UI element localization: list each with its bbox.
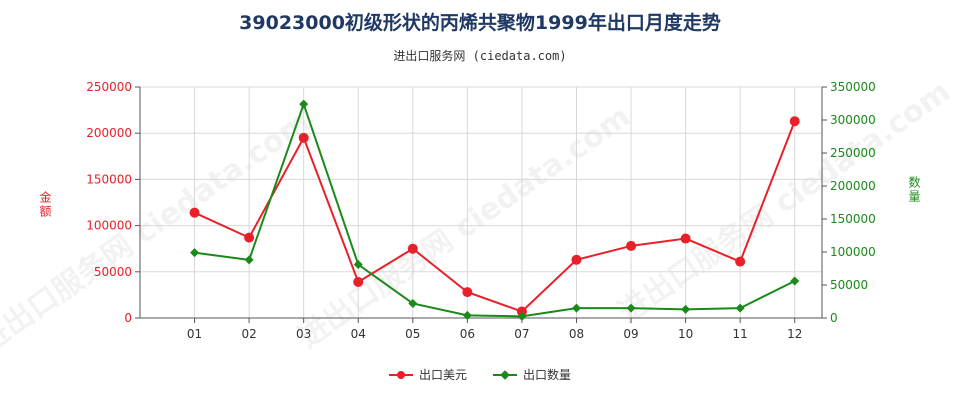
data-point-qty: [517, 311, 527, 321]
left-axis-label: 金额: [38, 190, 52, 219]
x-tick-label: 11: [733, 327, 748, 341]
series-line-usd: [194, 120, 796, 313]
watermark-text: 进出口服务网 ciedata.com: [612, 74, 957, 330]
data-point-qty: [353, 260, 363, 270]
legend-label-usd: 出口美元: [418, 368, 467, 382]
x-tick-label: 08: [569, 327, 584, 341]
left-tick-label: 150000: [86, 172, 132, 186]
left-tick-label: 100000: [86, 219, 132, 233]
right-tick-label: 250000: [830, 146, 876, 160]
data-point-qty: [299, 99, 309, 109]
chart-title: 39023000初级形状的丙烯共聚物1999年出口月度走势: [239, 12, 721, 34]
data-point-usd: [353, 276, 364, 287]
data-point-usd: [680, 233, 691, 244]
data-point-usd: [571, 254, 582, 265]
right-tick-label: 150000: [830, 212, 876, 226]
x-tick-label: 03: [296, 327, 311, 341]
legend-item-qty[interactable]: 出口数量: [493, 366, 571, 383]
data-point-usd: [462, 287, 473, 298]
data-point-usd: [407, 243, 418, 254]
x-tick-label: 05: [405, 327, 420, 341]
data-point-usd: [298, 132, 309, 143]
legend-swatch-qty: [493, 369, 517, 380]
data-point-usd: [789, 116, 800, 127]
series-line-qty: [194, 101, 796, 318]
series-layer: [189, 99, 800, 321]
data-point-qty: [790, 276, 800, 286]
data-point-usd: [189, 207, 200, 218]
right-axis-label: 数量: [907, 175, 921, 204]
data-point-qty: [244, 255, 254, 265]
data-point-usd: [735, 256, 746, 267]
data-point-qty: [571, 303, 581, 313]
data-point-usd: [626, 240, 637, 251]
x-tick-label: 12: [787, 327, 802, 341]
x-tick-label: 01: [187, 327, 202, 341]
watermark-text: 进出口服务网 ciedata.com: [0, 104, 317, 360]
data-point-qty: [408, 298, 418, 308]
x-tick-label: 10: [678, 327, 693, 341]
x-tick-label: 04: [351, 327, 366, 341]
chart-subtitle: 进出口服务网 (ciedata.com): [393, 49, 567, 63]
data-point-qty: [190, 248, 200, 258]
data-point-qty: [681, 304, 691, 314]
right-tick-label: 350000: [830, 80, 876, 94]
left-tick-label: 250000: [86, 80, 132, 94]
x-tick-label: 07: [514, 327, 529, 341]
x-tick-label: 02: [241, 327, 256, 341]
data-point-usd: [516, 306, 527, 317]
data-point-qty: [462, 310, 472, 320]
right-tick-label: 50000: [830, 278, 868, 292]
data-point-usd: [244, 232, 255, 243]
right-tick-label: 200000: [830, 179, 876, 193]
legend-item-usd[interactable]: 出口美元: [388, 366, 467, 383]
left-tick-label: 0: [124, 311, 132, 325]
right-tick-label: 300000: [830, 113, 876, 127]
x-tick-label: 09: [623, 327, 638, 341]
data-point-qty: [626, 303, 636, 313]
data-point-qty: [735, 303, 745, 313]
axis-layer: 0 50000 100000 150000 200000 250000 金额 0 50000 10…: [38, 80, 921, 341]
x-tick-label: 06: [460, 327, 475, 341]
legend-swatch-usd: [388, 370, 413, 380]
right-tick-label: 100000: [830, 245, 876, 259]
legend-label-qty: 出口数量: [523, 368, 572, 382]
legend: 出口美元 出口数量: [0, 366, 960, 383]
right-tick-label: 0: [830, 311, 838, 325]
left-tick-label: 50000: [94, 265, 132, 279]
left-tick-label: 200000: [86, 126, 132, 140]
